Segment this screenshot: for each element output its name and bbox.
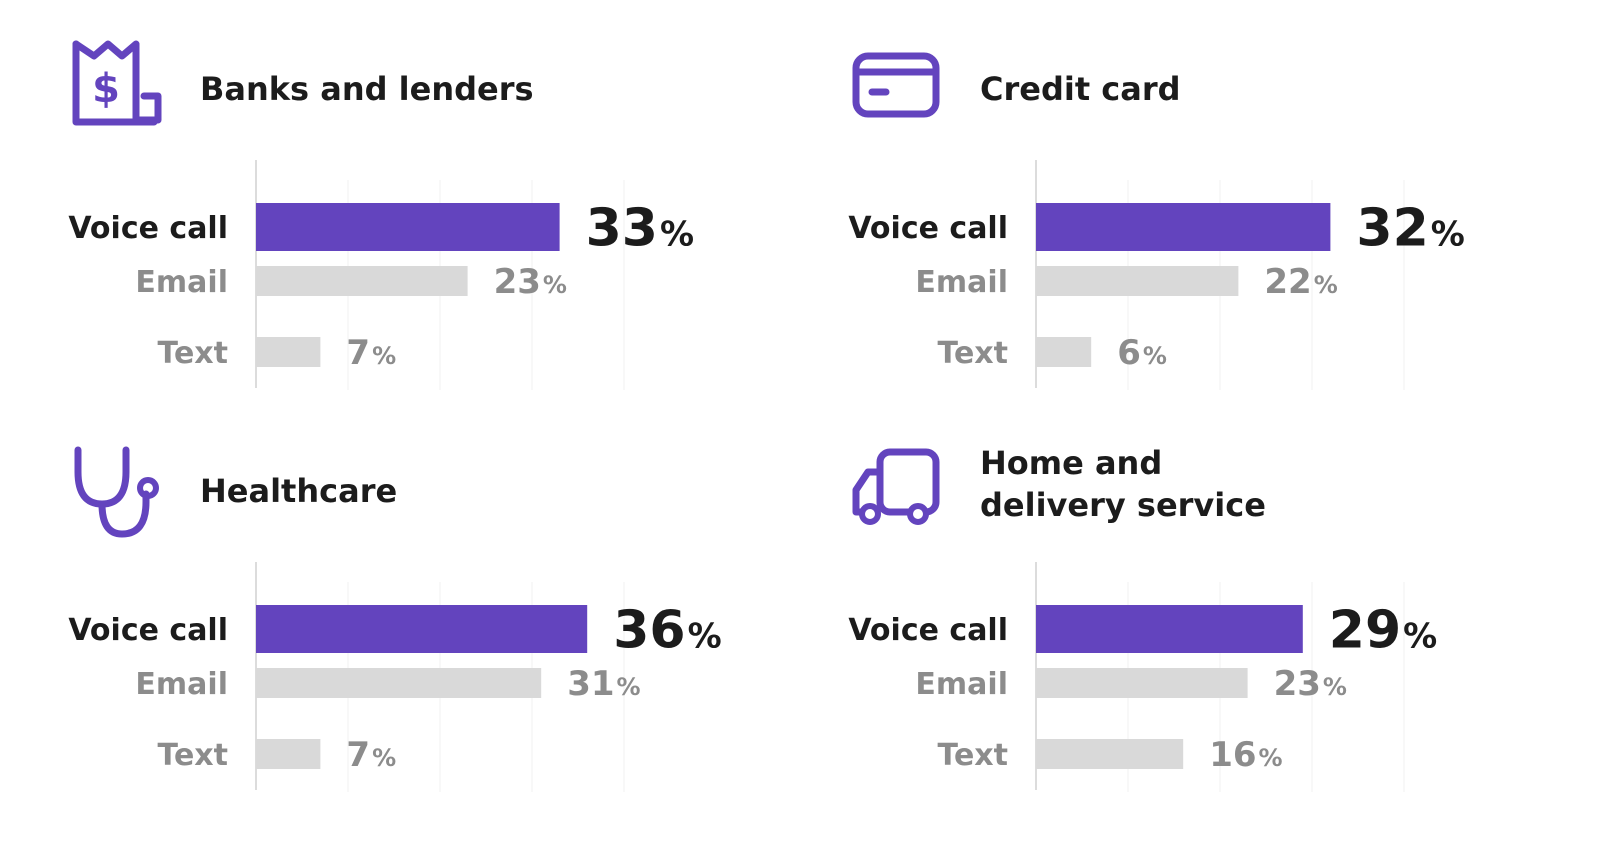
credit-card-icon — [850, 40, 950, 140]
delivery-truck-icon — [850, 442, 950, 542]
category-label-email: Email — [915, 667, 1008, 702]
bar-text — [1036, 739, 1184, 769]
bar-voice-call — [256, 203, 560, 251]
bar-email — [1036, 668, 1248, 698]
value-label-voice-call: 36% — [613, 601, 721, 661]
chart-panel-credit-card: Credit card Voice call 32% Email 22% Text 6% — [848, 40, 1600, 440]
panel-title: Healthcare — [200, 472, 398, 510]
category-label-text: Text — [937, 738, 1008, 773]
panel-title: Banks and lenders — [200, 70, 534, 108]
receipt-dollar-icon: $ — [70, 40, 170, 140]
category-label-email: Email — [915, 265, 1008, 300]
bar-text — [1036, 337, 1092, 367]
bar-chart-banks: Voice call 33% Email 23% Text 7% — [68, 160, 694, 390]
bar-email — [256, 266, 468, 296]
category-label-voice-call: Voice call — [848, 211, 1008, 246]
stethoscope-icon — [70, 442, 170, 542]
bar-voice-call — [1036, 203, 1331, 251]
category-label-text: Text — [937, 336, 1008, 371]
category-label-voice-call: Voice call — [68, 211, 228, 246]
category-label-text: Text — [157, 336, 228, 371]
bar-chart-healthcare: Voice call 36% Email 31% Text 7% — [68, 562, 722, 792]
value-label-text: 6% — [1117, 333, 1167, 373]
value-label-voice-call: 33% — [586, 199, 694, 259]
value-label-email: 23% — [1274, 664, 1347, 704]
bar-text — [256, 739, 321, 769]
value-label-text: 16% — [1209, 735, 1282, 775]
category-label-voice-call: Voice call — [848, 613, 1008, 648]
value-label-email: 22% — [1264, 262, 1337, 302]
bar-voice-call — [1036, 605, 1303, 653]
category-label-email: Email — [135, 265, 228, 300]
chart-panel-banks: $ Banks and lenders Voice call 33% Email 23… — [68, 40, 850, 440]
bar-chart-credit-card: Voice call 32% Email 22% Text 6% — [848, 160, 1465, 390]
chart-panel-home-delivery: Home and delivery service Voice call 29% E… — [848, 442, 1600, 842]
bar-voice-call — [256, 605, 588, 653]
svg-text:$: $ — [92, 66, 120, 112]
chart-panel-healthcare: Healthcare Voice call 36% Email 31% Text 7% — [68, 442, 850, 842]
category-label-email: Email — [135, 667, 228, 702]
bar-chart-home-delivery: Voice call 29% Email 23% Text 16% — [848, 562, 1437, 792]
panel-title: Home and delivery service — [980, 444, 1266, 524]
category-label-voice-call: Voice call — [68, 613, 228, 648]
value-label-email: 23% — [494, 262, 567, 302]
panel-title: Credit card — [980, 70, 1181, 108]
category-label-text: Text — [157, 738, 228, 773]
value-label-text: 7% — [346, 333, 396, 373]
bar-email — [256, 668, 542, 698]
value-label-voice-call: 32% — [1356, 199, 1464, 259]
value-label-voice-call: 29% — [1329, 601, 1437, 661]
value-label-text: 7% — [346, 735, 396, 775]
bar-text — [256, 337, 321, 367]
value-label-email: 31% — [567, 664, 640, 704]
bar-email — [1036, 266, 1239, 296]
